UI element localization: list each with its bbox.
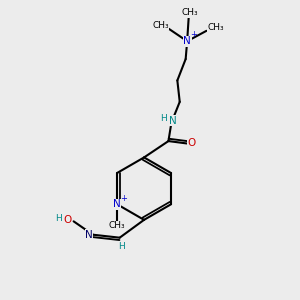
Text: +: +: [120, 194, 127, 202]
Text: H: H: [56, 214, 62, 224]
Text: O: O: [63, 215, 71, 225]
Text: CH₃: CH₃: [208, 23, 224, 32]
Text: N: N: [183, 36, 191, 46]
Text: O: O: [188, 139, 196, 148]
Text: CH₃: CH₃: [109, 221, 125, 230]
Text: CH₃: CH₃: [152, 21, 169, 30]
Text: N: N: [85, 230, 93, 240]
Text: N: N: [169, 116, 177, 126]
Text: H: H: [160, 114, 167, 123]
Text: CH₃: CH₃: [182, 8, 198, 17]
Text: +: +: [190, 30, 197, 39]
Text: H: H: [118, 242, 124, 250]
Text: N: N: [113, 199, 121, 209]
